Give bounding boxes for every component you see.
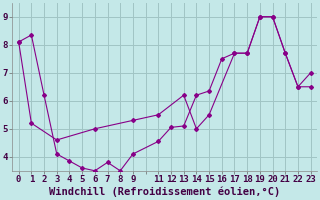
X-axis label: Windchill (Refroidissement éolien,°C): Windchill (Refroidissement éolien,°C) xyxy=(49,187,280,197)
